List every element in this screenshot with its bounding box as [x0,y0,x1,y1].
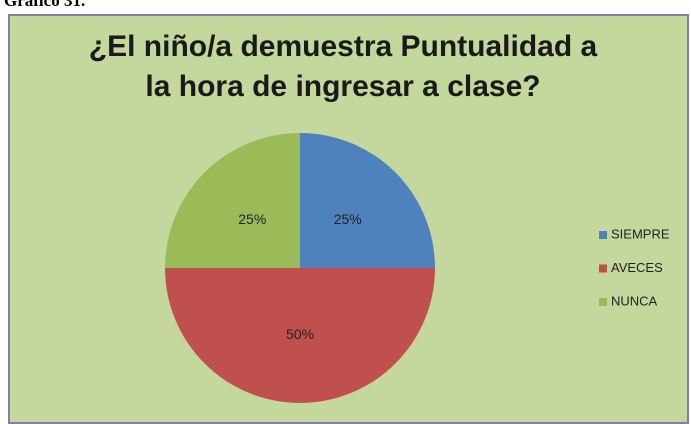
legend-swatch [599,298,607,306]
legend-label: SIEMPRE [611,226,670,241]
pie-slice [165,133,300,268]
data-label: 25% [334,211,362,227]
pie-slice [300,133,435,268]
data-label: 50% [286,326,314,342]
chart-title: ¿El niño/a demuestra Puntualidad a la ho… [88,30,598,103]
caption: Gráfico 31. [4,0,86,10]
pie-slice [165,268,435,403]
legend-swatch [599,231,607,239]
legend-label: NUNCA [611,293,658,308]
legend-swatch [599,264,607,273]
legend-label: AVECES [611,260,663,275]
data-label: 25% [238,211,266,227]
